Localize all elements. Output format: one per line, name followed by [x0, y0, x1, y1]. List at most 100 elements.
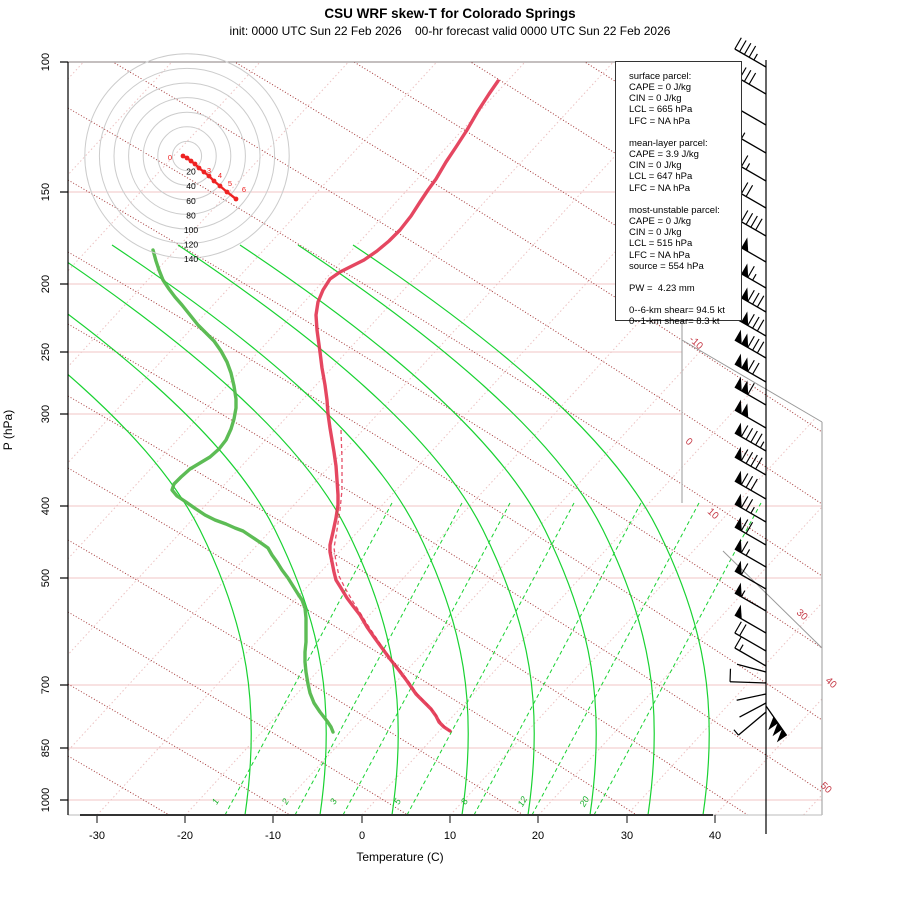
dry-adiabat-line	[68, 62, 822, 505]
wind-barb	[734, 37, 767, 68]
mixing-ratio-line	[224, 502, 393, 815]
wind-barb	[734, 376, 767, 406]
parcel-info-line: LFC = NA hPa	[629, 182, 690, 194]
dry-adiabat-line	[68, 395, 822, 815]
hodograph-point-label: 5	[228, 179, 232, 188]
isotherm-label: -10	[687, 334, 705, 352]
mixing-ratio-label: 5	[392, 796, 404, 806]
barb-pennant	[741, 287, 749, 302]
moist-adiabat-line	[68, 244, 252, 815]
parcel-info-line: CIN = 0 J/kg	[629, 227, 682, 239]
parcel-info-line: PW = 4.23 mm	[629, 282, 695, 294]
hodograph-point-label: 3	[207, 166, 211, 175]
barb-full	[743, 69, 752, 82]
hodograph: 20 40 60 80 100 120 140 0 345 6	[84, 53, 290, 264]
barb-full	[747, 335, 755, 348]
parcel-info-line: LCL = 515 hPa	[629, 238, 693, 250]
wind-barb	[734, 422, 767, 452]
mixing-ratio-label: 12	[516, 795, 530, 809]
barb-full	[748, 72, 757, 85]
dry-adiabat-line	[68, 683, 822, 815]
mixing-ratio-line	[294, 502, 463, 815]
parcel-info-line: LFC = NA hPa	[629, 115, 690, 127]
barb-pennant	[734, 604, 742, 619]
barb-full	[740, 519, 749, 532]
barb-full	[745, 184, 754, 197]
parcel-info-box: surface parcel: CAPE = 0 J/kg CIN = 0 J/kg…	[615, 61, 742, 327]
hodograph-ring	[142, 111, 232, 201]
hodograph-ring-label: 80	[186, 210, 196, 220]
dewpoint-trace	[151, 248, 335, 734]
barb-pennant	[734, 538, 742, 553]
dry-adiabat-line	[68, 611, 822, 815]
temp-tick-label: -30	[89, 830, 105, 842]
wind-barb	[734, 538, 767, 568]
wind-barb	[736, 693, 767, 701]
pressure-tick-label: 300	[40, 405, 52, 423]
isotherm-line	[68, 62, 173, 815]
wind-barb	[734, 399, 767, 429]
moist-adiabat-line	[297, 244, 655, 815]
pressure-tick-label: 500	[40, 569, 52, 587]
barb-full	[745, 475, 754, 488]
pressure-tick-label: 250	[40, 343, 52, 361]
barb-full	[745, 498, 754, 511]
moist-adiabat-line	[68, 244, 327, 815]
parcel-info-line: 0--6-km shear= 94.5 kt	[629, 305, 725, 317]
y-axis-title: P (hPa)	[1, 410, 15, 450]
moist-adiabat-line	[177, 244, 535, 815]
parcel-trace	[333, 429, 454, 734]
barb-full	[755, 433, 763, 446]
hodograph-point	[180, 153, 186, 159]
wind-barb	[734, 353, 767, 383]
hodograph-ring-label: 60	[186, 196, 196, 206]
temp-tick-label: -10	[265, 830, 281, 842]
wind-barb	[734, 307, 767, 337]
pressure-tick-label: 200	[40, 275, 52, 293]
hodograph-point	[201, 169, 207, 175]
barb-pennant	[734, 516, 742, 531]
barb-pennant	[741, 237, 749, 252]
barb-half	[750, 506, 755, 514]
barb-full	[750, 478, 758, 491]
barb-full	[739, 40, 747, 53]
barb-full	[752, 362, 760, 375]
barb-full	[740, 496, 749, 509]
barb-full	[745, 427, 754, 440]
parcel-info-line: most-unstable parcel:	[629, 204, 720, 216]
page-title: CSU WRF skew-T for Colorado Springs	[324, 6, 576, 21]
wind-barb	[734, 329, 767, 359]
barb-full	[747, 313, 755, 326]
hodograph-point-label: 4	[218, 171, 222, 180]
barb-staff	[736, 663, 767, 673]
barb-pennant	[768, 716, 779, 731]
barb-staff	[736, 693, 767, 701]
hodograph-ring	[128, 97, 246, 215]
parcel-info-line	[629, 127, 741, 138]
hodograph-ring	[84, 53, 290, 259]
barb-full	[748, 45, 757, 58]
dry-adiabat-line	[68, 107, 822, 577]
barb-half	[759, 441, 765, 449]
barb-staff	[734, 48, 767, 68]
parcel-info-line: LCL = 647 hPa	[629, 171, 693, 183]
barb-full	[747, 265, 755, 278]
hodograph-point-label: 6	[242, 185, 246, 194]
barb-full	[756, 295, 765, 308]
barb-half	[745, 549, 751, 556]
barb-full	[750, 454, 758, 467]
barb-pennant	[734, 446, 742, 461]
pressure-tick-label: 400	[40, 497, 52, 515]
wind-barb	[765, 705, 788, 743]
x-axis-title: Temperature (C)	[356, 850, 443, 864]
isotherm-line	[803, 62, 822, 815]
temp-tick-label: 30	[621, 830, 633, 842]
moist-adiabat-line	[352, 244, 710, 815]
dry-adiabat-line	[68, 323, 822, 793]
barb-staff	[739, 702, 767, 718]
mixing-ratio-label: 8	[459, 797, 470, 806]
hodograph-ring	[113, 82, 261, 230]
wind-barb	[739, 702, 767, 718]
barb-pennant	[734, 422, 742, 437]
